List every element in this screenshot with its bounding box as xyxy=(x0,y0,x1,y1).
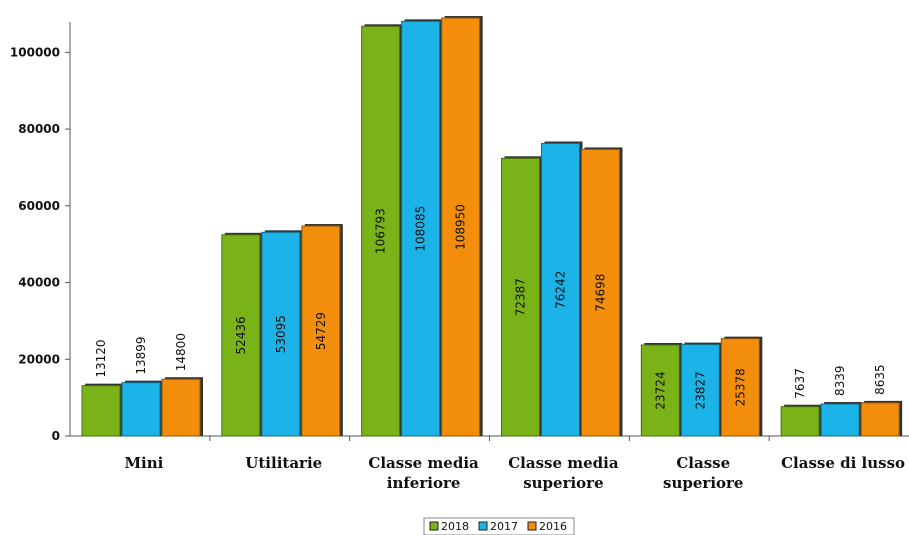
legend-label-2017: 2017 xyxy=(490,520,518,533)
bar-2016-2 xyxy=(441,17,481,437)
bar-2016-1 xyxy=(301,225,341,437)
bar-2018-4 xyxy=(640,344,680,437)
legend-swatch-2016 xyxy=(527,521,537,531)
bar-value-label: 74698 xyxy=(594,274,608,312)
bar-value-label: 72387 xyxy=(514,278,528,316)
bar-2018-3 xyxy=(501,157,540,437)
category-label: Mini xyxy=(124,454,163,472)
axes xyxy=(65,22,909,441)
legend-label-2016: 2016 xyxy=(539,520,567,533)
legend-swatch-2017 xyxy=(478,521,488,531)
y-tick-label: 100000 xyxy=(10,45,60,59)
category-labels: Mini Utilitarie Classe media inferiore Class… xyxy=(124,454,905,492)
bar-2016-3 xyxy=(581,148,620,437)
bar-2017-4 xyxy=(680,344,720,437)
legend: 2018 2017 2016 xyxy=(423,517,575,535)
category-label: Classe media inferiore xyxy=(368,454,479,492)
bar-value-label: 106793 xyxy=(374,208,388,254)
bar-2018-5 xyxy=(780,406,820,437)
bar-value-label: 8635 xyxy=(873,364,887,395)
category-label: Classe di lusso xyxy=(781,454,905,472)
bar-2018-2 xyxy=(361,25,401,437)
bar-2016-4 xyxy=(720,338,760,437)
bar-value-label: 52436 xyxy=(234,316,248,354)
bar-value-label: 8339 xyxy=(833,365,847,396)
bar-value-label: 13120 xyxy=(94,339,108,377)
bars: 13120 13899 14800 52436 53095 54729 106793 1080… xyxy=(81,16,903,437)
y-tick-label: 60000 xyxy=(18,199,60,213)
bar-2016-5 xyxy=(860,402,900,437)
bar-value-label: 76242 xyxy=(554,271,568,309)
category-label: Classe media superiore xyxy=(508,454,619,492)
bar-value-label: 108085 xyxy=(414,206,428,252)
y-tick-label: 0 xyxy=(52,429,60,443)
bar-2017-0 xyxy=(121,382,161,437)
bar-2018-1 xyxy=(221,234,261,437)
y-tick-label: 20000 xyxy=(18,352,60,366)
category-label: Classe superiore xyxy=(663,454,743,492)
bar-2018-0 xyxy=(81,385,121,437)
bar-value-label: 23827 xyxy=(693,371,707,409)
bar-2016-0 xyxy=(161,378,201,437)
bar-2017-5 xyxy=(820,403,860,437)
y-tick-label: 40000 xyxy=(18,276,60,290)
bar-value-label: 14800 xyxy=(174,333,188,371)
y-tick-label: 80000 xyxy=(18,122,60,136)
y-tick-labels: 0 20000 40000 60000 80000 100000 xyxy=(10,45,60,443)
bar-value-label: 23724 xyxy=(653,371,667,409)
bar-value-label: 108950 xyxy=(454,204,468,250)
bar-2017-3 xyxy=(541,143,580,437)
legend-label-2018: 2018 xyxy=(441,520,469,533)
bar-2017-1 xyxy=(261,231,301,437)
category-label: Utilitarie xyxy=(245,454,322,472)
bar-value-label: 53095 xyxy=(274,315,288,353)
bar-value-label: 7637 xyxy=(793,368,807,399)
legend-swatch-2018 xyxy=(429,521,439,531)
bar-value-label: 54729 xyxy=(314,312,328,350)
bar-value-label: 25378 xyxy=(733,368,747,406)
bar-2017-2 xyxy=(401,20,441,437)
bar-value-label: 13899 xyxy=(134,336,148,374)
